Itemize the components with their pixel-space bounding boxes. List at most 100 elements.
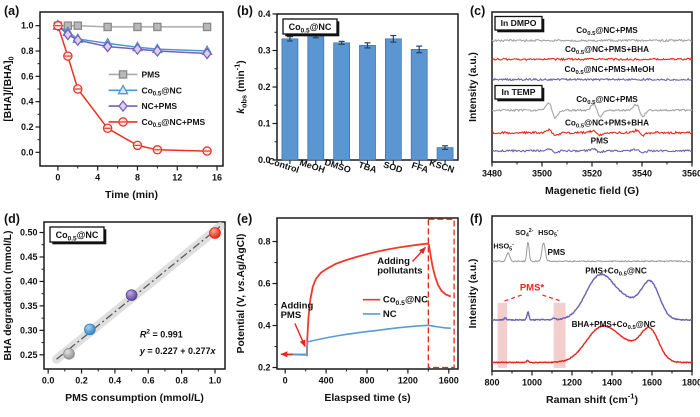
svg-text:Co0.5@NC: Co0.5@NC (383, 295, 428, 307)
trace-label: Co0.5@NC+PMS (576, 95, 638, 106)
svg-text:0.30: 0.30 (20, 325, 38, 335)
panel-c: (c) 3480 3500 3520 3540 3560 Magenetic field (… (466, 0, 700, 208)
svg-text:0.6: 0.6 (21, 71, 34, 81)
series-0 (53, 21, 212, 32)
dashed-highlight-rect (427, 218, 455, 369)
bar-FFA (410, 49, 428, 161)
trace-label: Co0.5@NC+PMS (576, 26, 638, 37)
trace-label: PMS (548, 248, 566, 257)
svg-text:0.4: 0.4 (258, 9, 271, 19)
axes: 0 4 8 12 16 0.0 0.2 0.4 0.6 0.8 1.0 (21, 11, 224, 183)
axes: 0 400 800 1200 1600 0.2 0.4 0.6 0.8 (258, 217, 459, 386)
annotation-arrow (411, 246, 426, 262)
axes: 3480 3500 3520 3540 3560 (482, 11, 700, 179)
svg-text:Co0.5@NC+PMS: Co0.5@NC+PMS (141, 117, 205, 129)
svg-text:PMS: PMS (141, 69, 160, 79)
axes: 0.0 0.1 0.2 0.3 0.4 (258, 9, 459, 165)
annotation-text: pollutants (377, 266, 422, 277)
svg-text:800: 800 (359, 376, 374, 386)
svg-text:8: 8 (135, 173, 140, 183)
svg-text:1400: 1400 (602, 378, 622, 388)
svg-text:0.4: 0.4 (21, 97, 34, 107)
error-bar (286, 36, 293, 42)
svg-text:0.0: 0.0 (21, 147, 34, 157)
panel-d: (d) 0.0 0.2 0.4 0.6 0.8 1.0 0.25 0.30 0.35 0.40 0.4… (0, 208, 233, 417)
epr-trace-0 (491, 38, 692, 43)
svg-text:1.0: 1.0 (209, 376, 222, 386)
y-axis-label: BHA degradation (mmol/L) (3, 230, 14, 360)
svg-text:3480: 3480 (482, 169, 502, 179)
x-axis-label: Raman shift (cm-1) (546, 392, 638, 406)
panel-e: (e) 0 400 800 1200 1600 0.2 0.4 0.6 0.8 Elaspsed t… (233, 208, 466, 417)
svg-text:In TEMP: In TEMP (502, 87, 536, 97)
category-label: TBA (357, 160, 378, 175)
panel-tag: (a) (4, 4, 19, 18)
svg-text:0.35: 0.35 (20, 301, 38, 311)
epr-trace-1 (491, 57, 693, 62)
svg-text:0.8: 0.8 (175, 376, 188, 386)
svg-text:400: 400 (319, 376, 334, 386)
raman-trace-2 (491, 324, 693, 364)
epr-trace-2 (491, 77, 693, 82)
svg-text:16: 16 (212, 173, 222, 183)
y-axis-label: Intensity (a.u.) (468, 52, 479, 122)
svg-text:0.3: 0.3 (258, 46, 271, 56)
pointer-dash-line (542, 294, 562, 302)
error-bar (416, 45, 423, 54)
svg-text:0.0: 0.0 (258, 155, 271, 165)
panel-tag: (c) (470, 4, 485, 18)
x-axis-label: Elaspsed time (s) (324, 392, 410, 404)
chart-f: (f) 800 1000 1200 1400 1600 1800 Raman shift (c… (468, 212, 700, 406)
svg-text:0.4: 0.4 (258, 321, 271, 331)
legend: PMS Co0.5@NC NC+PMS Co0.5@NC+PMS (108, 69, 206, 129)
trace-label: BHA+PMS+Co0.5@NC (572, 320, 656, 331)
fit-equation: y = 0.227 + 0.277x (139, 346, 217, 356)
trace-label: Co0.5@NC+PMS+BHA (565, 45, 649, 56)
svg-text:0.8: 0.8 (21, 46, 34, 56)
epr-trace-4 (491, 128, 693, 137)
svg-text:3540: 3540 (632, 169, 652, 179)
highlight-band (497, 302, 508, 368)
fit-line (56, 225, 221, 360)
annotation-text: Adding (377, 256, 410, 267)
svg-text:0.6: 0.6 (142, 376, 155, 386)
data-point-1 (84, 323, 96, 336)
label-box: Co0.5@NC (282, 18, 340, 37)
chart-d: (d) 0.0 0.2 0.4 0.6 0.8 1.0 0.25 0.30 0.35 0.40 0.4… (3, 212, 226, 404)
trace-label: PMS+Co0.5@NC (585, 266, 647, 277)
svg-text:0.2: 0.2 (75, 376, 88, 386)
svg-text:1.0: 1.0 (21, 21, 34, 31)
data-point-0 (63, 348, 75, 360)
y-axis-label: Intensity (a.u.) (468, 259, 479, 329)
series-3 (53, 20, 212, 156)
bar-Control (281, 38, 299, 161)
epr-trace-3 (491, 102, 693, 120)
svg-text:0: 0 (283, 376, 288, 386)
pointer-dash-line (503, 294, 522, 302)
svg-text:In DMPO: In DMPO (501, 18, 537, 28)
fit-equation: R2 = 0.991 (140, 329, 183, 340)
highlight-band (553, 302, 566, 368)
peak-label: HSO5- (493, 241, 514, 252)
trace-label: Co0.5@NC+PMS+BHA (565, 118, 649, 129)
epr-trace-5 (491, 147, 693, 154)
error-bar (364, 42, 371, 49)
svg-text:0.0: 0.0 (42, 376, 55, 386)
raman-trace-0 (491, 242, 693, 263)
series-0 (285, 242, 452, 357)
svg-text:0.4: 0.4 (109, 376, 122, 386)
error-bar (390, 34, 397, 43)
trace-label: Co0.5@NC+PMS+MeOH (565, 65, 655, 76)
svg-text:0.40: 0.40 (20, 276, 38, 286)
label-box: In DMPO (494, 15, 545, 33)
svg-text:4: 4 (95, 173, 100, 183)
y-axis-label: kobs (min-1) (233, 60, 249, 114)
axes: 800 1000 1200 1400 1600 1800 (484, 215, 700, 388)
x-axis-label: Magenetic field (G) (545, 185, 639, 197)
svg-text:Co0.5@NC: Co0.5@NC (141, 85, 181, 97)
svg-text:Co0.5@NC: Co0.5@NC (289, 22, 332, 34)
svg-text:1600: 1600 (439, 376, 459, 386)
svg-text:NC+PMS: NC+PMS (141, 101, 177, 111)
annotation-text: PMS (281, 310, 302, 321)
